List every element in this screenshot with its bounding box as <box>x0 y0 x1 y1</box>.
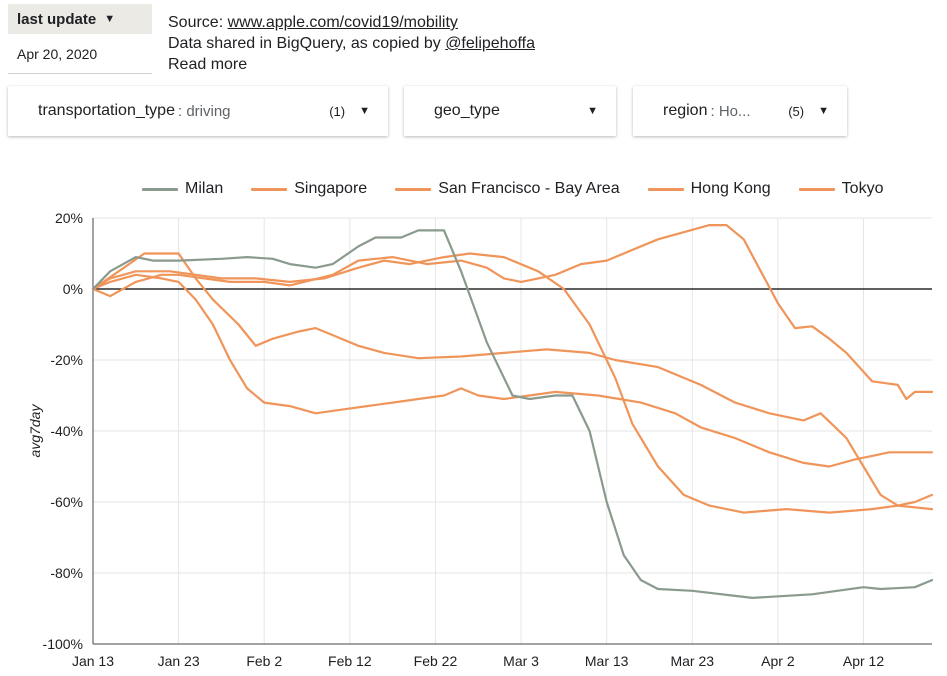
y-tick-label: -80% <box>50 565 83 581</box>
x-tick-label: Feb 12 <box>328 653 372 669</box>
series-line-singapore <box>93 254 932 506</box>
y-tick-label: -100% <box>43 636 83 652</box>
y-axis-label: avg7day <box>27 404 43 458</box>
x-tick-label: Mar 13 <box>585 653 629 669</box>
series-line-tokyo <box>93 275 932 467</box>
x-tick-label: Mar 23 <box>670 653 714 669</box>
y-tick-label: 20% <box>55 210 83 226</box>
series-line-milan <box>93 230 932 598</box>
y-tick-label: 0% <box>63 281 83 297</box>
series-line-hong-kong <box>93 225 932 399</box>
y-tick-label: -60% <box>50 494 83 510</box>
x-tick-label: Feb 22 <box>414 653 458 669</box>
x-tick-label: Apr 2 <box>761 653 795 669</box>
x-tick-label: Apr 12 <box>843 653 884 669</box>
y-tick-label: -20% <box>50 352 83 368</box>
x-tick-label: Jan 23 <box>158 653 200 669</box>
series-line-san-francisco-bay-area <box>93 254 932 513</box>
y-tick-label: -40% <box>50 423 83 439</box>
x-tick-label: Mar 3 <box>503 653 539 669</box>
x-tick-label: Jan 13 <box>72 653 114 669</box>
x-tick-label: Feb 2 <box>246 653 282 669</box>
